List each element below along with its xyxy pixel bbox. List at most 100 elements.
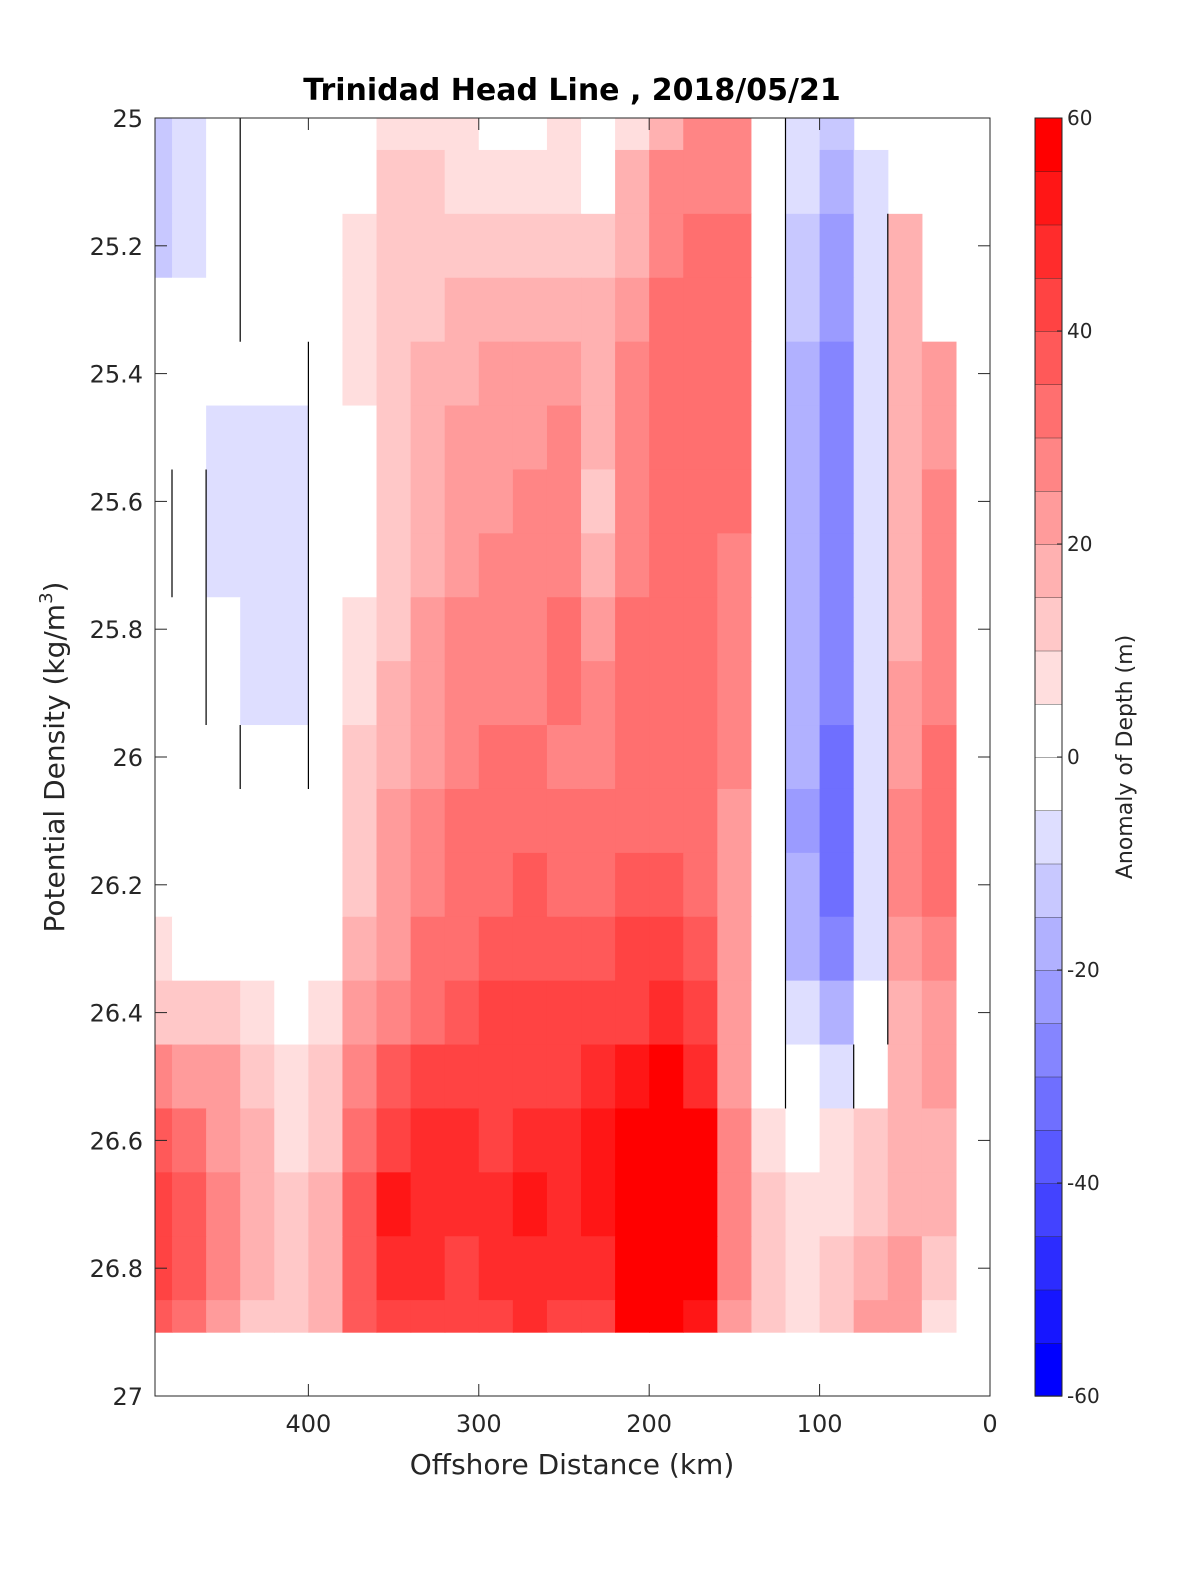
contour-cell — [172, 1236, 207, 1301]
contour-cell — [240, 661, 275, 726]
contour-cell — [274, 788, 309, 854]
contour-cell — [785, 118, 821, 151]
contour-cell — [172, 213, 207, 279]
contour-cell — [649, 1172, 684, 1237]
contour-cell — [546, 597, 582, 662]
contour-cell — [785, 533, 821, 598]
contour-cell — [921, 533, 957, 598]
contour-cell — [444, 1172, 480, 1237]
contour-cell — [342, 1300, 378, 1333]
contour-cell — [819, 149, 855, 215]
contour-cell — [444, 341, 480, 407]
contour-cell — [308, 916, 344, 982]
contour-cell — [649, 980, 684, 1046]
zero-contour — [171, 118, 889, 1109]
colorbar-band — [1034, 756, 1063, 811]
contour-cell — [342, 533, 378, 598]
contour-cell — [785, 469, 821, 534]
contour-cell — [444, 469, 480, 534]
contour-cell — [342, 1108, 378, 1173]
contour-cell — [376, 149, 412, 215]
contour-cell — [921, 725, 957, 790]
contour-cell — [887, 597, 923, 662]
contour-cell — [172, 118, 207, 151]
contour-cell — [751, 533, 787, 598]
contour-cell — [785, 1300, 821, 1333]
contour-cell — [887, 980, 923, 1046]
contour-cell — [546, 916, 582, 982]
contour-cell — [649, 788, 684, 854]
x-axis-ticks: 400 300 200 100 0 — [285, 118, 998, 1438]
contour-cell — [410, 277, 446, 343]
contour-cell — [581, 916, 616, 982]
contour-cell — [342, 213, 378, 279]
contour-cell — [274, 980, 309, 1046]
contour-cell — [751, 1108, 787, 1173]
contour-cell — [853, 1172, 889, 1237]
contour-cell — [478, 533, 514, 598]
contour-cell — [410, 1044, 446, 1110]
contour-cell — [172, 405, 207, 471]
contour-cell — [649, 1300, 684, 1333]
contour-cell — [274, 597, 309, 662]
contour-cell — [853, 213, 889, 279]
contour-cell — [376, 469, 412, 534]
contour-cell — [717, 149, 753, 215]
contour-cell — [308, 1300, 344, 1333]
contour-cell — [155, 533, 173, 598]
contour-cell — [615, 277, 650, 343]
contour-cell — [410, 1108, 446, 1173]
contour-cell — [206, 1300, 241, 1333]
contour-cell — [240, 277, 275, 343]
contour-cell — [921, 1044, 957, 1110]
contour-cell — [819, 1172, 855, 1237]
contour-cell — [649, 149, 684, 215]
contour-cell — [512, 341, 548, 407]
contour-cell — [887, 1044, 923, 1110]
contour-cell — [683, 1172, 718, 1237]
contour-cell — [853, 788, 889, 854]
contour-cell — [853, 916, 889, 982]
contour-cell — [274, 533, 309, 598]
contour-cell — [512, 533, 548, 598]
contour-cell — [751, 1300, 787, 1333]
y-tick-label: 25.6 — [90, 488, 143, 516]
contour-cell — [887, 1236, 923, 1301]
colorbar-tick-label: -40 — [1067, 1171, 1100, 1195]
contour-cell — [410, 341, 446, 407]
contour-cell — [546, 149, 582, 215]
contour-cell — [410, 1300, 446, 1333]
contour-cell — [649, 661, 684, 726]
y-tick-label: 26.8 — [90, 1255, 143, 1283]
contour-cell — [155, 277, 173, 343]
contour-cell — [274, 213, 309, 279]
contour-cell — [478, 1236, 514, 1301]
contour-cell — [785, 597, 821, 662]
contour-cell — [444, 149, 480, 215]
contour-cell — [887, 405, 923, 471]
contour-cell — [717, 1172, 753, 1237]
contour-cell — [853, 597, 889, 662]
contour-cell — [342, 597, 378, 662]
contour-cell — [342, 661, 378, 726]
contour-cell — [853, 277, 889, 343]
contour-cell — [581, 469, 616, 534]
contour-cell — [512, 788, 548, 854]
contour-cell — [155, 1172, 173, 1237]
contour-cell — [172, 852, 207, 918]
contour-cell — [308, 1108, 344, 1173]
contour-cell — [342, 852, 378, 918]
contour-cell — [785, 213, 821, 279]
contour-cell — [512, 1172, 548, 1237]
contour-cell — [274, 1236, 309, 1301]
contour-cell — [410, 725, 446, 790]
contour-cell — [785, 341, 821, 407]
contour-cell — [172, 1108, 207, 1173]
contour-cell — [342, 149, 378, 215]
contour-cell — [921, 597, 957, 662]
contour-cell — [887, 788, 923, 854]
contour-cell — [155, 916, 173, 982]
contour-cell — [410, 1236, 446, 1301]
contour-cell — [172, 788, 207, 854]
contour-cell — [887, 725, 923, 790]
